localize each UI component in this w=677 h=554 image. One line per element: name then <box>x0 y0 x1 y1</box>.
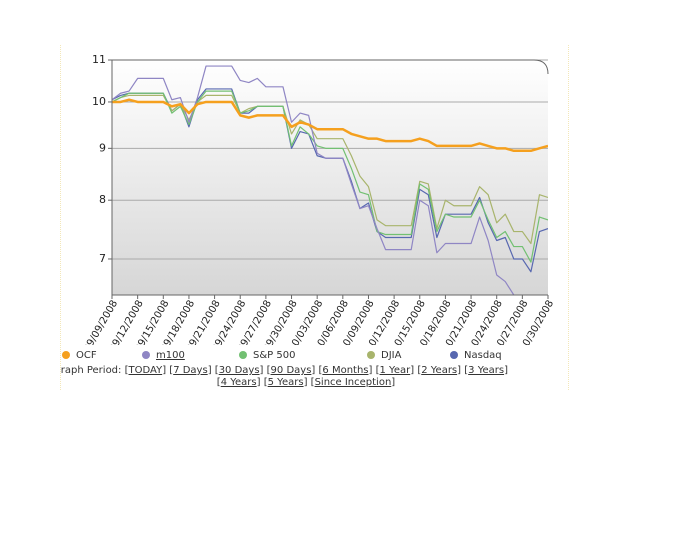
period-link[interactable]: 30 Days <box>218 365 260 376</box>
y-tick-label: 11 <box>92 53 106 66</box>
period-link[interactable]: 5 Years <box>267 377 304 388</box>
period-line: Graph Period: [TODAY] [7 Days] [30 Days]… <box>60 365 568 377</box>
legend: OCF m100 S&P 500 DJIA Nasdaq <box>62 350 567 364</box>
bracket: [ <box>266 365 271 376</box>
series-line <box>112 94 548 245</box>
series-line <box>112 98 548 153</box>
bracket: ] <box>256 377 261 388</box>
bracket: ] <box>303 377 308 388</box>
bracket: [ <box>169 365 174 376</box>
legend-item: DJIA <box>367 350 401 361</box>
legend-label: Nasdaq <box>464 350 502 361</box>
bracket: ] <box>368 365 373 376</box>
graph-period: Graph Period: [TODAY] [7 Days] [30 Days]… <box>60 365 568 389</box>
bracket: [ <box>310 377 315 388</box>
chart: 789101109/09/200809/12/200809/15/200809/… <box>82 53 556 345</box>
legend-item: Nasdaq <box>450 350 502 361</box>
legend-marker <box>142 351 150 359</box>
period-link[interactable]: Since Inception <box>314 377 392 388</box>
bracket: [ <box>216 377 221 388</box>
legend-label: DJIA <box>381 350 402 361</box>
legend-label: S&P 500 <box>253 350 296 361</box>
y-tick-label: 10 <box>92 95 106 108</box>
legend-marker <box>367 351 375 359</box>
period-link[interactable]: 2 Years <box>421 365 458 376</box>
y-tick-label: 8 <box>99 193 106 206</box>
bracket: [ <box>124 365 129 376</box>
chart-frame <box>60 45 569 390</box>
period-line: [4 Years] [5 Years] [Since Inception] <box>60 377 568 389</box>
legend-item: S&P 500 <box>239 350 295 361</box>
legend-item[interactable]: m100 <box>142 350 185 361</box>
y-tick-label: 9 <box>99 141 106 154</box>
bracket: ] <box>504 365 508 376</box>
legend-label: OCF <box>76 350 97 361</box>
legend-marker <box>239 351 247 359</box>
bracket: [ <box>263 377 268 388</box>
period-link[interactable]: 90 Days <box>270 365 312 376</box>
bracket: [ <box>318 365 323 376</box>
legend-item: OCF <box>62 350 97 361</box>
period-link[interactable]: 3 Years <box>468 365 505 376</box>
legend-marker <box>62 351 70 359</box>
bracket: [ <box>214 365 219 376</box>
bracket: ] <box>207 365 212 376</box>
bracket: ] <box>391 377 396 388</box>
y-tick-label: 7 <box>99 252 106 265</box>
plot-area <box>112 60 548 295</box>
bracket: ] <box>410 365 415 376</box>
period-link[interactable]: 1 Year <box>379 365 411 376</box>
period-label: Graph Period: <box>60 365 122 376</box>
bracket: ] <box>457 365 462 376</box>
series-line <box>112 90 548 263</box>
period-link[interactable]: 7 Days <box>173 365 208 376</box>
legend-marker <box>450 351 458 359</box>
period-link[interactable]: TODAY <box>128 365 163 376</box>
period-link[interactable]: 6 Months <box>322 365 369 376</box>
bracket: [ <box>375 365 380 376</box>
bracket: ] <box>311 365 316 376</box>
legend-label[interactable]: m100 <box>156 350 185 361</box>
period-link[interactable]: 4 Years <box>220 377 257 388</box>
bracket: [ <box>417 365 422 376</box>
bracket: ] <box>259 365 264 376</box>
bracket: [ <box>464 365 469 376</box>
bracket: ] <box>162 365 167 376</box>
plot-border <box>111 59 549 295</box>
